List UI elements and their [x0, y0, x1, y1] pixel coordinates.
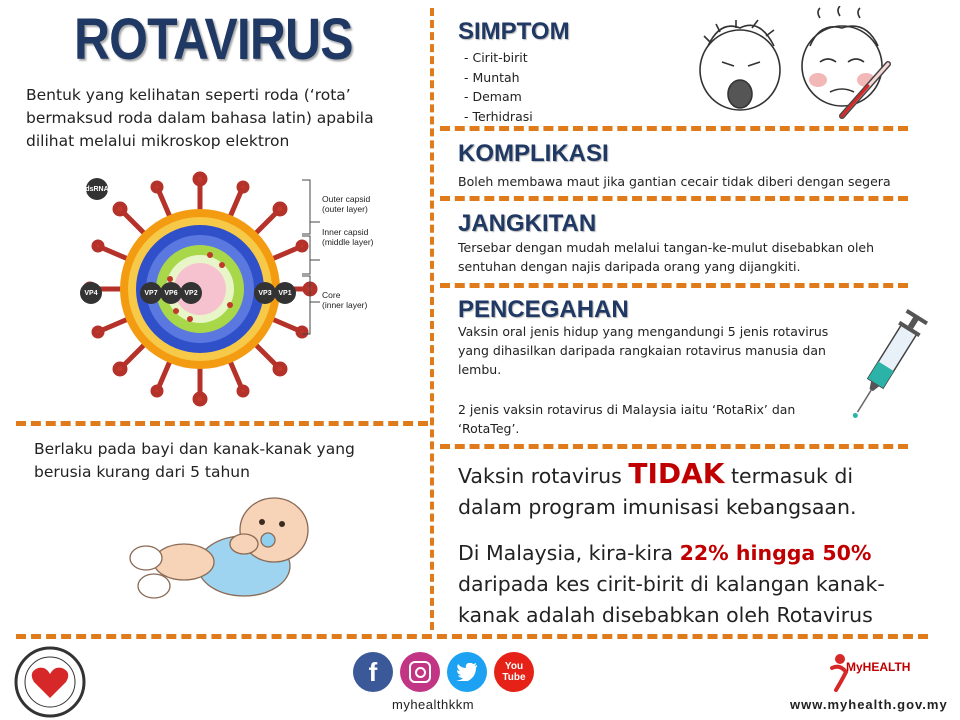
pencegahan-text-1: Vaksin oral jenis hidup yang mengandungi…	[458, 324, 829, 377]
inner-capsid-label: Inner capsid	[322, 227, 369, 237]
vaksin-post: termasuk di dalam program imunisasi keba…	[458, 464, 857, 519]
instagram-icon[interactable]	[400, 652, 440, 692]
baby-text: Berlaku pada bayi dan kanak-kanak yang b…	[34, 440, 355, 481]
footer-divider	[16, 634, 928, 639]
dsrna-badge: dsRNA	[85, 178, 109, 200]
myhealth-logo: MyHEALTH	[826, 652, 910, 692]
malaysia-post: daripada kes cirit-birit di kalangan kan…	[458, 572, 885, 627]
komplikasi-text: Boleh membawa maut jika gantian cecair t…	[458, 174, 891, 189]
layer-bracket-icon	[302, 179, 320, 335]
divider-komplikasi	[440, 196, 908, 201]
myhealth-logo-text: MyHEALTH	[846, 660, 911, 674]
jangkitan-text: Tersebar dengan mudah melalui tangan-ke-…	[458, 240, 875, 274]
symptom-item: - Cirit-birit	[464, 50, 528, 65]
vaksin-statement: Vaksin rotavirus TIDAK termasuk di dalam…	[458, 458, 918, 523]
baby-icon	[129, 497, 309, 599]
divider-jangkitan	[440, 283, 908, 288]
symptom-list: - Cirit-birit - Muntah - Demam - Terhidr…	[464, 48, 533, 126]
divider-simptom	[440, 126, 908, 131]
youtube-icon[interactable]: You Tube	[494, 652, 534, 692]
symptom-item: - Muntah	[464, 69, 520, 85]
outer-layer-label: (outer layer)	[322, 204, 368, 214]
inner-layer-label: (inner layer)	[322, 300, 368, 310]
jangkitan-heading: JANGKITAN	[458, 210, 597, 237]
vp3-badge: VP3	[254, 282, 276, 304]
vp4-badge: VP4	[80, 282, 102, 304]
symptom-item: - Terhidrasi	[464, 108, 533, 124]
sick-children-icon	[699, 6, 891, 119]
intro-text: Bentuk yang kelihatan seperti roda (‘rot…	[26, 86, 374, 150]
myhealth-runner-icon	[830, 654, 849, 692]
middle-layer-label: (middle layer)	[322, 237, 374, 247]
syringe-icon	[852, 309, 929, 418]
page-title: ROTAVIRUS	[74, 7, 353, 72]
outer-capsid-label: Outer capsid	[322, 194, 371, 204]
vp2-badge: VP2	[180, 282, 202, 304]
facebook-icon[interactable]: f	[353, 652, 393, 692]
malaysia-pre: Di Malaysia, kira-kira	[458, 541, 674, 565]
pencegahan-heading: PENCEGAHAN	[458, 296, 629, 323]
malaysia-statement: Di Malaysia, kira-kira 22% hingga 50% da…	[458, 538, 918, 631]
left-divider	[16, 421, 428, 426]
social-handle: myhealthkkm	[392, 697, 475, 712]
vp1-badge: VP1	[274, 282, 296, 304]
vp7-badge: VP7	[140, 282, 162, 304]
twitter-icon[interactable]	[447, 652, 487, 692]
core-label: Core	[322, 290, 341, 300]
kkm-logo-icon	[14, 646, 86, 718]
divider-pencegahan	[440, 444, 908, 449]
site-url[interactable]: www.myhealth.gov.my	[790, 697, 948, 712]
malaysia-highlight: 22% hingga 50%	[679, 541, 872, 565]
simptom-heading: SIMPTOM	[458, 18, 570, 45]
symptom-item: - Demam	[464, 89, 522, 104]
vaksin-highlight: TIDAK	[628, 457, 725, 490]
vp6-badge: VP6	[160, 282, 182, 304]
vaksin-pre: Vaksin rotavirus	[458, 464, 622, 488]
komplikasi-heading: KOMPLIKASI	[458, 140, 609, 167]
center-divider	[430, 8, 434, 630]
pencegahan-text-2: 2 jenis vaksin rotavirus di Malaysia iai…	[458, 402, 796, 436]
